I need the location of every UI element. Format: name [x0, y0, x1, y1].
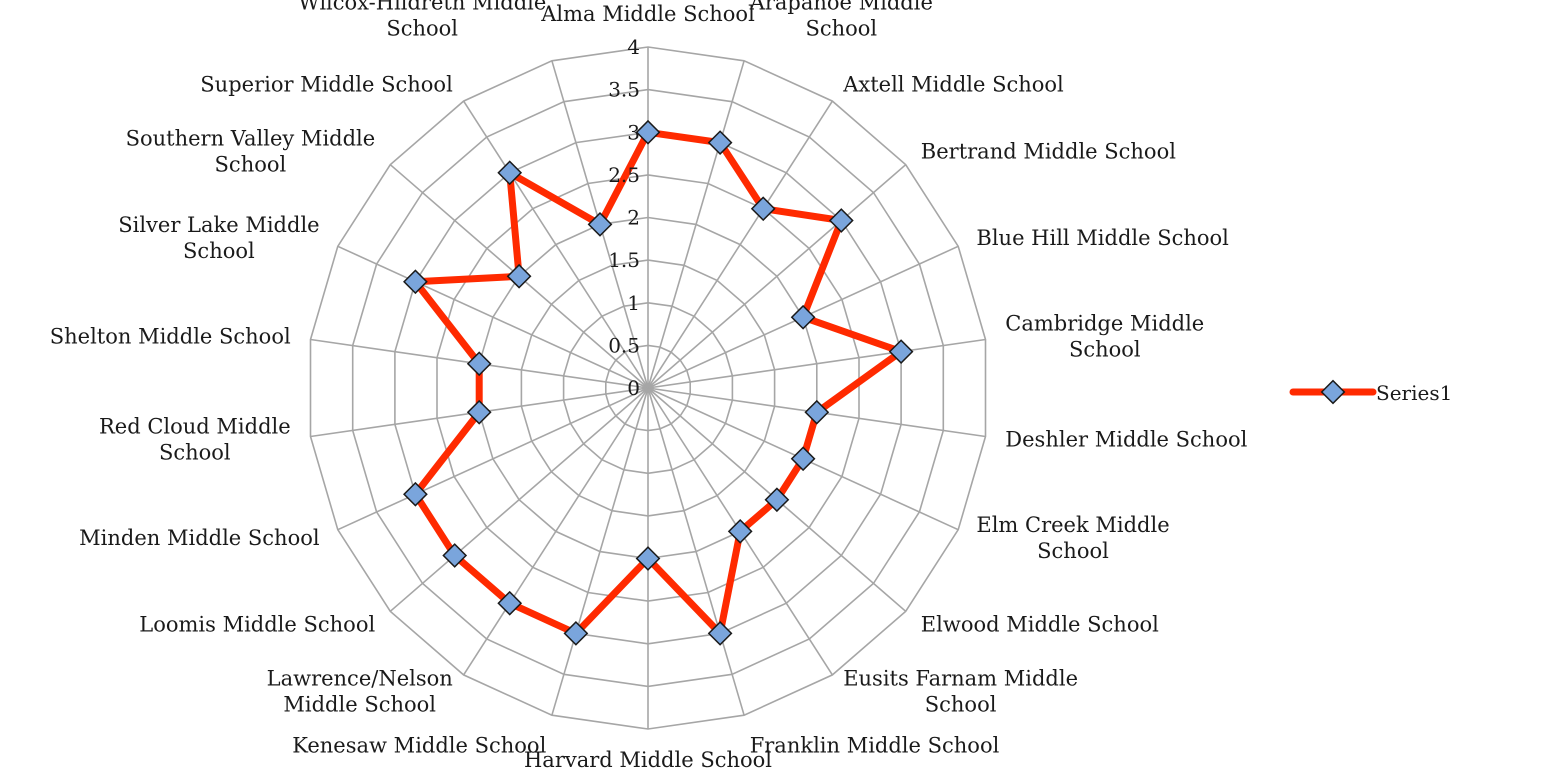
- data-point-marker: [403, 481, 428, 507]
- data-point-marker: [804, 399, 830, 425]
- grid-spoke: [462, 387, 649, 676]
- category-label: Elwood Middle School: [921, 612, 1159, 636]
- category-label: Arapahoe Middle School: [749, 0, 933, 41]
- radar-series: [403, 119, 914, 646]
- axis-tick-label: 2.5: [608, 163, 640, 187]
- grid-spoke: [647, 60, 745, 389]
- category-label: Loomis Middle School: [139, 612, 375, 636]
- category-label: Elm Creek Middle School: [976, 513, 1169, 563]
- grid-spoke: [647, 338, 986, 389]
- grid-spoke: [551, 387, 649, 716]
- data-point-marker: [888, 339, 914, 364]
- data-point-marker: [727, 519, 753, 544]
- axis-tick-label: 1.5: [608, 248, 640, 272]
- category-label: Silver Lake Middle School: [118, 213, 319, 263]
- axis-tick-label: 1: [627, 291, 640, 315]
- axis-tick-label: 0.5: [608, 333, 640, 357]
- data-point-marker: [707, 621, 733, 646]
- data-point-marker: [707, 130, 733, 155]
- data-point-marker: [828, 208, 854, 233]
- data-point-marker: [506, 263, 532, 289]
- data-point-marker: [764, 487, 790, 513]
- axis-tick-label: 2: [627, 206, 640, 230]
- grid-spoke: [337, 245, 649, 389]
- axis-tick-label: 0: [627, 376, 640, 400]
- grid-spoke: [462, 100, 649, 389]
- data-point-marker: [442, 543, 468, 568]
- category-label: Bertrand Middle School: [921, 140, 1176, 164]
- data-point-marker: [790, 304, 816, 330]
- radial-axis-ticks: 0 0.5 1 1.5 2 2.5 3 3.5 4: [608, 35, 640, 400]
- category-label: Eusits Farnam Middle School: [843, 667, 1078, 717]
- category-label: Wilcox-Hildreth Middle School: [298, 0, 546, 41]
- axis-tick-label: 3.5: [608, 78, 640, 102]
- category-label: Deshler Middle School: [1005, 427, 1247, 451]
- data-point-marker: [587, 212, 613, 237]
- data-point-marker: [403, 269, 428, 295]
- category-label: Minden Middle School: [79, 526, 320, 550]
- grid-spoke: [647, 164, 907, 389]
- category-label: Superior Middle School: [200, 72, 453, 96]
- category-label: Kenesaw Middle School: [292, 733, 546, 757]
- category-label: Blue Hill Middle School: [976, 226, 1229, 250]
- data-point-marker: [497, 160, 523, 186]
- data-point-marker: [466, 399, 492, 425]
- grid-spoke: [647, 100, 834, 389]
- grid-spoke: [337, 387, 649, 531]
- category-label: Red Cloud Middle School: [99, 414, 291, 464]
- category-label: Franklin Middle School: [750, 733, 1000, 757]
- data-point-marker: [635, 119, 661, 145]
- category-label: Harvard Middle School: [524, 748, 772, 772]
- category-label: Alma Middle School: [540, 2, 755, 26]
- category-label: Lawrence/Nelson Middle School: [267, 667, 453, 717]
- legend-marker-swatch: [1320, 379, 1346, 405]
- radar-grid: [309, 46, 987, 730]
- category-label: Shelton Middle School: [50, 325, 291, 349]
- data-point-marker: [790, 446, 816, 472]
- grid-spoke: [389, 387, 649, 612]
- data-point-marker: [497, 590, 523, 616]
- category-label: Cambridge Middle School: [1005, 312, 1204, 362]
- legend: Series1: [1289, 379, 1452, 405]
- axis-tick-label: 4: [627, 35, 640, 59]
- axis-tick-label: 3: [627, 120, 640, 144]
- data-point-marker: [750, 196, 776, 222]
- category-label: Axtell Middle School: [842, 72, 1064, 96]
- data-point-marker: [635, 546, 661, 571]
- data-point-marker: [563, 621, 589, 646]
- grid-spoke: [647, 387, 745, 716]
- legend-series-label: Series1: [1376, 381, 1452, 405]
- data-point-marker: [466, 351, 492, 377]
- category-label: Southern Valley Middle School: [126, 127, 376, 177]
